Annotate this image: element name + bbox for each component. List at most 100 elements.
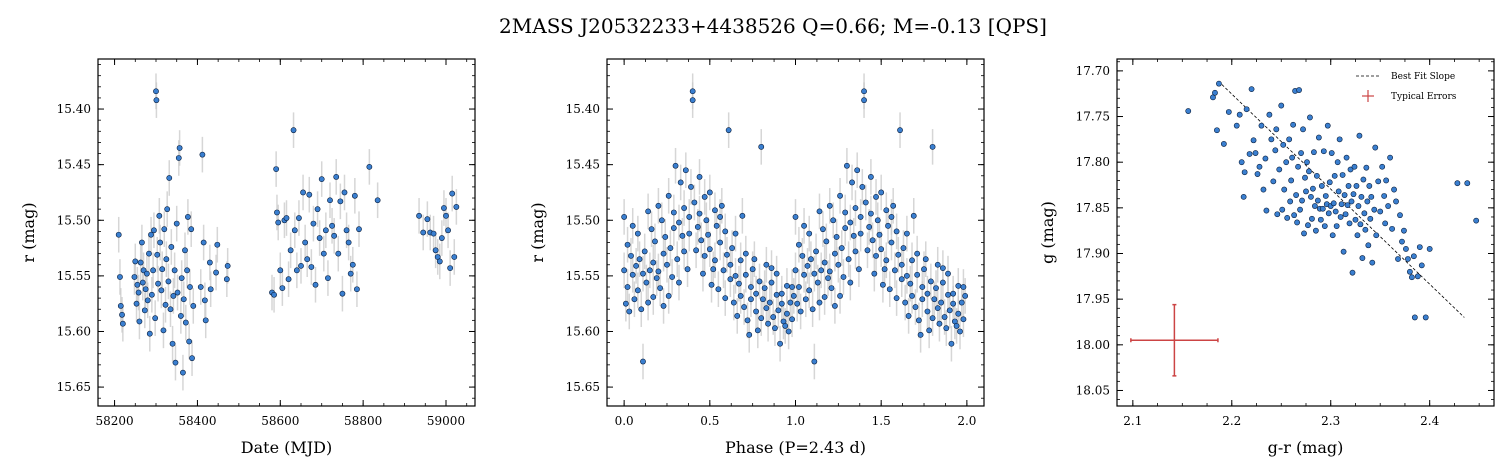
data-point — [847, 219, 854, 226]
data-point — [1288, 177, 1295, 184]
data-point — [732, 230, 739, 237]
data-point — [1289, 154, 1296, 161]
data-point — [131, 274, 138, 280]
data-point — [706, 246, 713, 253]
data-point — [1375, 178, 1382, 185]
data-point — [1331, 172, 1338, 179]
data-point — [1306, 168, 1312, 175]
data-point — [1355, 203, 1362, 209]
data-point — [1353, 183, 1360, 189]
data-point — [1248, 86, 1255, 93]
data-point — [676, 279, 682, 286]
data-point — [1300, 126, 1306, 133]
data-point — [939, 279, 946, 286]
data-point — [828, 285, 835, 292]
data-point — [787, 299, 794, 306]
y-tick-label: 15.45 — [57, 158, 91, 172]
data-point — [1312, 227, 1319, 234]
data-point — [176, 145, 183, 151]
data-point — [665, 292, 672, 299]
data-point — [720, 267, 727, 274]
data-point — [958, 299, 965, 306]
data-point — [1309, 215, 1315, 222]
data-point — [213, 269, 219, 276]
x-tick-label: 2.1 — [1123, 414, 1142, 428]
data-point — [273, 166, 280, 173]
data-point — [701, 194, 708, 200]
data-point — [224, 262, 231, 269]
data-point — [749, 266, 756, 273]
data-point — [903, 230, 910, 237]
data-point — [1312, 203, 1318, 209]
data-point — [684, 266, 691, 273]
y-tick-label: 17.70 — [1076, 64, 1110, 78]
data-point — [1250, 137, 1257, 144]
axes-frame — [1116, 58, 1495, 407]
data-point — [445, 227, 451, 234]
data-point — [686, 230, 693, 237]
data-point — [308, 264, 315, 270]
data-point — [914, 250, 921, 257]
data-point — [789, 284, 795, 290]
data-point — [849, 179, 855, 186]
data-point — [852, 248, 859, 255]
data-point — [133, 300, 140, 307]
data-point — [1454, 180, 1461, 187]
data-point — [1262, 155, 1269, 162]
data-point — [119, 320, 126, 327]
data-point — [184, 214, 191, 220]
data-point — [857, 214, 864, 220]
data-point — [645, 299, 652, 306]
data-point — [1313, 172, 1320, 179]
data-point — [339, 290, 346, 297]
data-point — [1283, 159, 1290, 166]
data-point — [650, 259, 657, 266]
data-point — [139, 279, 146, 286]
data-point — [945, 270, 951, 277]
data-point — [681, 205, 688, 211]
data-point — [854, 167, 861, 174]
data-point — [1405, 256, 1411, 262]
data-point — [277, 267, 284, 274]
data-point — [845, 256, 852, 263]
data-point — [1252, 150, 1259, 156]
data-point — [223, 276, 230, 283]
data-point — [287, 247, 294, 254]
data-point — [155, 280, 161, 287]
data-point — [950, 300, 957, 307]
data-point — [1260, 186, 1267, 193]
data-point — [633, 262, 640, 269]
data-point — [621, 267, 628, 274]
data-point — [727, 261, 734, 268]
data-point — [296, 215, 302, 221]
data-point — [142, 286, 149, 293]
data-point — [1287, 198, 1294, 205]
data-point — [1372, 144, 1379, 151]
data-point — [214, 241, 221, 248]
data-point — [1214, 127, 1220, 134]
data-point — [869, 237, 876, 244]
data-point — [1358, 193, 1365, 200]
data-point — [686, 214, 693, 220]
data-point — [1342, 211, 1349, 218]
data-point — [748, 296, 754, 303]
data-point — [1399, 238, 1405, 245]
y-tick-label: 15.65 — [566, 380, 600, 394]
data-point — [758, 315, 765, 322]
data-point — [291, 227, 298, 234]
data-point — [693, 247, 700, 254]
data-point — [199, 151, 206, 158]
data-point — [927, 278, 934, 285]
x-tick-label: 58800 — [344, 414, 382, 428]
data-point — [152, 315, 159, 322]
data-point — [903, 272, 910, 279]
data-point — [946, 307, 953, 314]
y-tick-label: 18.05 — [1076, 383, 1110, 397]
data-point — [842, 225, 849, 231]
data-point — [146, 250, 152, 257]
data-point — [640, 358, 646, 365]
data-point — [924, 308, 931, 315]
data-point — [790, 292, 797, 299]
data-point — [883, 207, 890, 214]
